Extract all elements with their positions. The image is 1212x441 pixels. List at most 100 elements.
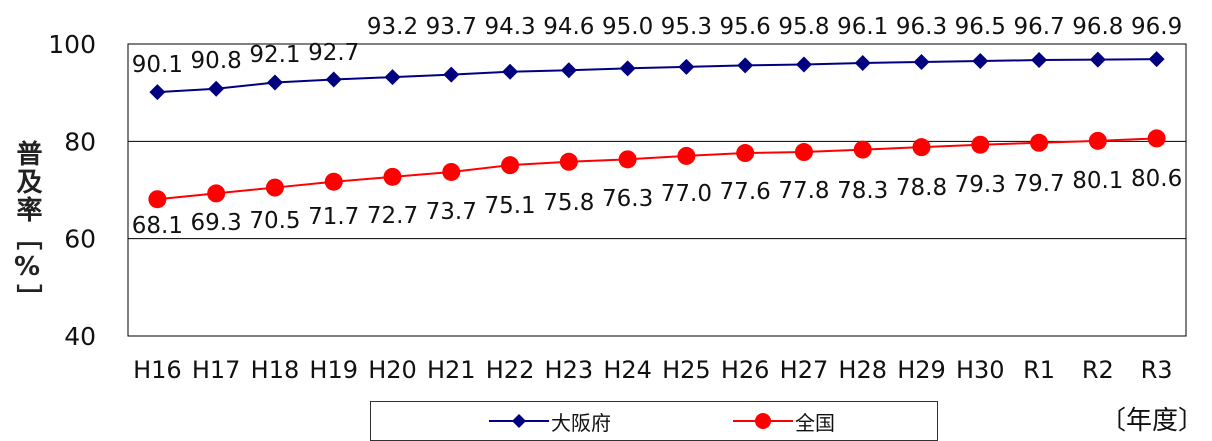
series-line-osaka — [157, 58, 1157, 94]
data-label-osaka: 92.7 — [308, 40, 359, 66]
x-tick-label: H28 — [838, 356, 887, 384]
legend: 大阪府 全国 — [370, 401, 938, 441]
data-point-osaka — [208, 80, 225, 97]
data-label-national: 79.7 — [1013, 171, 1064, 197]
data-point-osaka — [913, 54, 930, 71]
y-tick-label: 60 — [64, 225, 96, 254]
data-point-national — [618, 150, 637, 169]
data-point-national — [501, 156, 520, 175]
data-point-osaka — [678, 58, 695, 75]
data-point-osaka — [1148, 51, 1165, 68]
data-point-national — [794, 143, 813, 162]
data-label-osaka: 95.0 — [602, 14, 653, 40]
data-label-national: 68.1 — [132, 213, 183, 239]
data-label-osaka: 96.1 — [837, 14, 888, 40]
legend-osaka-marker-icon — [489, 414, 549, 428]
data-point-osaka — [443, 66, 460, 83]
data-point-national — [736, 144, 755, 163]
y-tick-label: 100 — [48, 30, 96, 59]
x-tick-label: H18 — [251, 356, 300, 384]
data-label-national: 78.8 — [896, 175, 947, 201]
data-label-national: 72.7 — [367, 203, 418, 229]
data-label-osaka: 94.6 — [543, 14, 594, 40]
data-point-osaka — [384, 69, 401, 86]
legend-national-label: 全国 — [795, 410, 835, 435]
data-label-national: 73.7 — [426, 199, 477, 225]
legend-item-national: 全国 — [733, 402, 835, 440]
data-point-osaka — [560, 62, 577, 79]
data-point-osaka — [266, 74, 283, 91]
data-label-national: 77.0 — [661, 181, 712, 207]
data-point-national — [442, 162, 461, 181]
data-label-osaka: 92.1 — [249, 42, 300, 68]
y-tick-label: 80 — [64, 127, 96, 156]
legend-national-marker-icon — [733, 413, 793, 429]
legend-osaka-label: 大阪府 — [551, 410, 611, 435]
data-label-national: 80.1 — [1072, 168, 1123, 194]
data-point-osaka — [325, 71, 342, 88]
data-point-national — [1088, 131, 1107, 150]
x-tick-label: H27 — [780, 356, 829, 384]
data-label-osaka: 96.3 — [896, 14, 947, 40]
x-tick-label: H22 — [486, 356, 535, 384]
data-point-osaka — [972, 53, 989, 70]
data-label-national: 69.3 — [191, 210, 242, 236]
data-label-national: 79.3 — [955, 172, 1006, 198]
data-point-national — [148, 190, 167, 209]
data-point-national — [677, 146, 696, 165]
data-point-osaka — [795, 56, 812, 73]
data-point-osaka — [502, 63, 519, 80]
data-point-national — [971, 135, 990, 154]
data-point-osaka — [619, 60, 636, 77]
data-point-national — [912, 138, 931, 157]
x-tick-label: H20 — [368, 356, 417, 384]
x-tick-label: R1 — [1023, 356, 1055, 384]
x-tick-label: H26 — [721, 356, 770, 384]
data-label-osaka: 96.7 — [1013, 14, 1064, 40]
data-label-national: 71.7 — [308, 204, 359, 230]
plot-area — [127, 43, 1187, 337]
data-label-osaka: 94.3 — [484, 14, 535, 40]
x-tick-label: R3 — [1141, 356, 1173, 384]
x-axis-unit: 〔年度〕 — [1099, 406, 1204, 436]
data-label-national: 77.6 — [720, 179, 771, 205]
x-tick-label: H24 — [603, 356, 652, 384]
x-tick-label: H25 — [662, 356, 711, 384]
data-label-national: 75.8 — [543, 190, 594, 216]
data-point-national — [383, 167, 402, 186]
x-tick-label: H30 — [956, 356, 1005, 384]
data-label-osaka: 95.6 — [720, 14, 771, 40]
data-point-national — [1030, 133, 1049, 152]
x-tick-label: H21 — [427, 356, 476, 384]
data-label-osaka: 93.2 — [367, 14, 418, 40]
data-label-osaka: 96.8 — [1072, 14, 1123, 40]
data-point-osaka — [149, 84, 166, 101]
x-tick-label: H23 — [545, 356, 594, 384]
data-point-national — [1147, 129, 1166, 148]
data-label-osaka: 90.1 — [132, 52, 183, 78]
x-tick-label: H19 — [309, 356, 358, 384]
data-label-osaka: 96.5 — [955, 14, 1006, 40]
data-point-national — [207, 184, 226, 203]
y-tick-label: 40 — [64, 322, 96, 351]
data-point-national — [265, 178, 284, 197]
x-tick-label: H17 — [192, 356, 241, 384]
data-point-national — [559, 152, 578, 171]
data-label-osaka: 90.8 — [191, 48, 242, 74]
data-point-osaka — [737, 57, 754, 74]
y-axis-label: 普及率［%］ — [12, 140, 42, 312]
legend-item-osaka: 大阪府 — [489, 402, 611, 440]
data-point-osaka — [1089, 51, 1106, 68]
data-point-national — [853, 140, 872, 159]
data-label-national: 77.8 — [778, 178, 829, 204]
data-point-national — [324, 172, 343, 191]
data-label-national: 76.3 — [602, 186, 653, 212]
x-tick-label: R2 — [1082, 356, 1114, 384]
data-label-osaka: 93.7 — [426, 14, 477, 40]
data-point-osaka — [854, 54, 871, 71]
data-label-osaka: 95.8 — [778, 14, 829, 40]
data-label-osaka: 96.9 — [1131, 14, 1182, 40]
data-label-osaka: 95.3 — [661, 14, 712, 40]
data-point-osaka — [1031, 52, 1048, 69]
